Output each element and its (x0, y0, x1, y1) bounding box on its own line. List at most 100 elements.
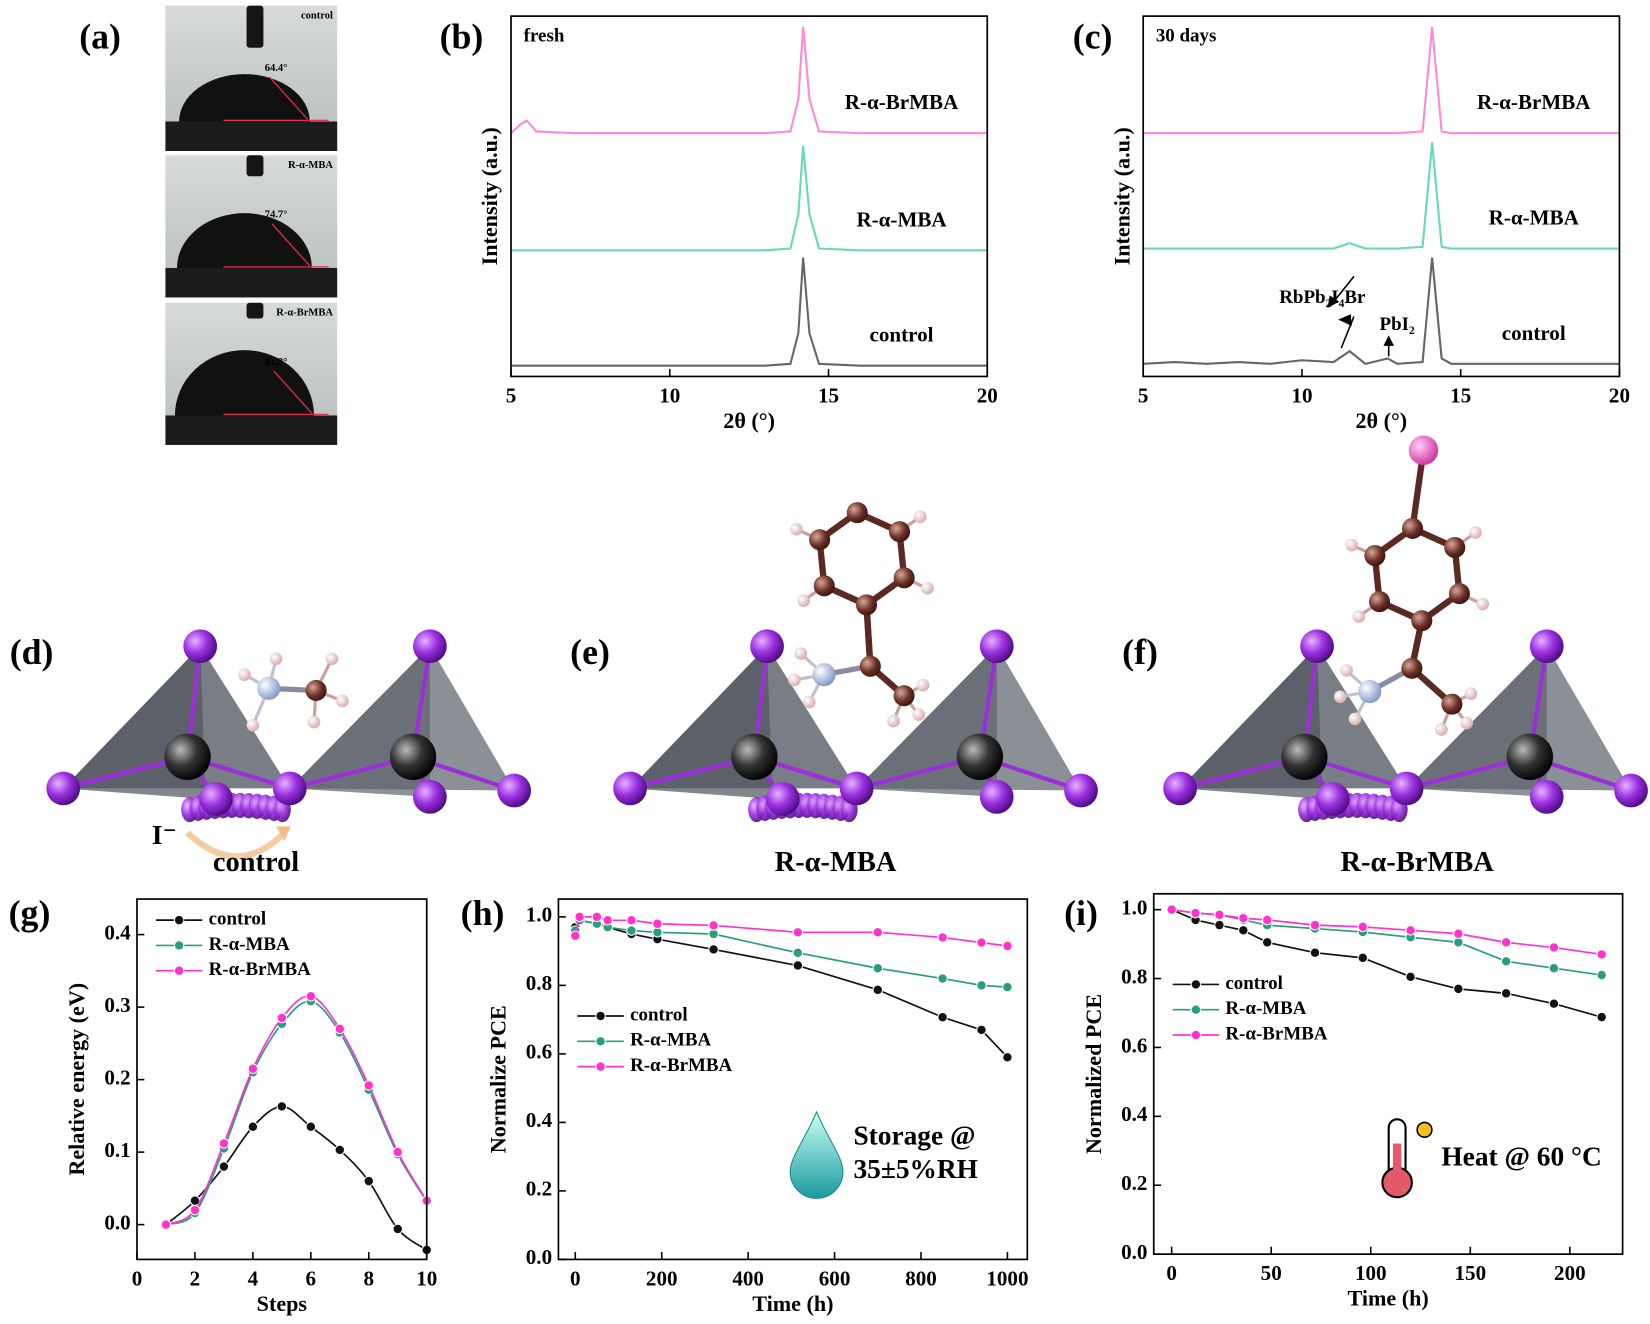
data-point (334, 1023, 346, 1035)
annotation: 30 days (1156, 26, 1217, 47)
data-point (1357, 952, 1369, 964)
annotation: RbPb₂I₄Br (1279, 287, 1365, 308)
plot-frame (136, 898, 428, 1261)
i-atom (46, 771, 81, 806)
panel-label: (h) (461, 893, 505, 933)
series-line (511, 145, 988, 252)
panel-label: (i) (1064, 893, 1098, 933)
data-point (392, 1146, 404, 1158)
series-label: control (870, 323, 934, 347)
series-line (1171, 908, 1602, 956)
data-point (247, 1121, 259, 1132)
data-point (1166, 904, 1177, 915)
h-atom (1345, 538, 1358, 552)
y-tick-label: 0.6 (1121, 1033, 1147, 1057)
x-tick-label: 10 (659, 383, 680, 407)
data-point (591, 911, 603, 923)
x-tick-label: 5 (1138, 383, 1149, 407)
data-point (1500, 988, 1512, 999)
h-atom (1340, 664, 1353, 677)
annotation: Storage @ (853, 1121, 975, 1151)
y-tick-label: 0.1 (104, 1138, 130, 1162)
pb-atom (731, 733, 778, 781)
series-line (165, 1000, 428, 1226)
data-point (792, 960, 804, 971)
data-point (1214, 919, 1225, 931)
y-tick-label: 0.6 (526, 1040, 552, 1064)
series-label: R-α-BrMBA (1477, 90, 1591, 114)
droplet-icon (789, 1110, 844, 1199)
data-point (1214, 909, 1225, 921)
structure-label: control (213, 847, 299, 878)
data-point (976, 980, 987, 991)
arrow-head (1383, 335, 1394, 346)
h-atom (802, 695, 816, 709)
thermometer-level (1392, 1143, 1402, 1181)
plot-frame (1142, 15, 1621, 378)
tangent-line (271, 223, 311, 267)
pb-atom (164, 733, 211, 781)
data-point (1238, 925, 1249, 936)
i-atom (413, 629, 447, 664)
x-axis-label: Time (h) (752, 1291, 833, 1316)
data-point (218, 1138, 230, 1149)
h-atom (921, 581, 934, 595)
y-axis-label: Normalized PCE (1081, 994, 1106, 1154)
c-atom (809, 529, 831, 551)
legend-label: control (209, 908, 267, 929)
substrate (165, 415, 338, 445)
series-label: R-α-MBA (1489, 206, 1580, 230)
data-point (334, 1144, 346, 1156)
i-atom (1163, 771, 1197, 806)
c-atom (846, 502, 868, 524)
h-atom (1469, 526, 1482, 539)
h-atom (336, 694, 349, 708)
plot-frame (1152, 892, 1624, 1255)
panel-label: (c) (1073, 17, 1113, 57)
legend-marker (595, 1010, 606, 1022)
data-point (976, 1024, 987, 1036)
legend-marker (173, 940, 185, 951)
panel-label: (f) (1122, 632, 1158, 672)
x-tick-label: 0 (132, 1266, 143, 1290)
structure-label: R-α-BrMBA (1340, 847, 1494, 878)
data-point (1357, 921, 1369, 933)
arrow (1340, 316, 1355, 349)
c-atom (855, 594, 878, 616)
legend-label: R-α-MBA (630, 1030, 711, 1051)
data-point (708, 920, 719, 931)
y-tick-label: 0.4 (1121, 1102, 1148, 1126)
c-atom (305, 679, 327, 701)
panel-label: (a) (79, 17, 121, 57)
series-line (1171, 908, 1602, 976)
data-point (792, 927, 804, 938)
i-atom (1315, 782, 1350, 816)
series-label: control (1502, 321, 1566, 345)
c-atom (893, 567, 915, 589)
data-point (574, 911, 585, 923)
x-tick-label: 200 (646, 1266, 678, 1290)
legend-label: control (630, 1004, 688, 1025)
c-atom (1401, 657, 1423, 679)
i-atom (497, 773, 532, 808)
c-atom (859, 655, 881, 677)
h-atom (1435, 723, 1448, 736)
series-label: R-α-MBA (856, 207, 947, 231)
annotation: 35±5%RH (853, 1154, 978, 1184)
h-atom (797, 594, 810, 608)
data-point (708, 944, 719, 955)
x-tick-label: 15 (818, 383, 839, 407)
c-atom (813, 575, 835, 597)
br-atom (1408, 435, 1439, 465)
x-tick-label: 2 (190, 1266, 201, 1290)
data-point (305, 990, 317, 1002)
series-line (1143, 257, 1620, 365)
y-axis-label: Relative energy (eV) (64, 983, 89, 1176)
y-tick-label: 1.0 (1121, 895, 1147, 919)
y-tick-label: 0.3 (104, 993, 130, 1017)
h-atom (1464, 687, 1478, 700)
panel-label: (b) (440, 17, 484, 57)
data-point (570, 930, 581, 941)
x-tick-label: 8 (364, 1266, 375, 1290)
data-point (792, 947, 804, 959)
